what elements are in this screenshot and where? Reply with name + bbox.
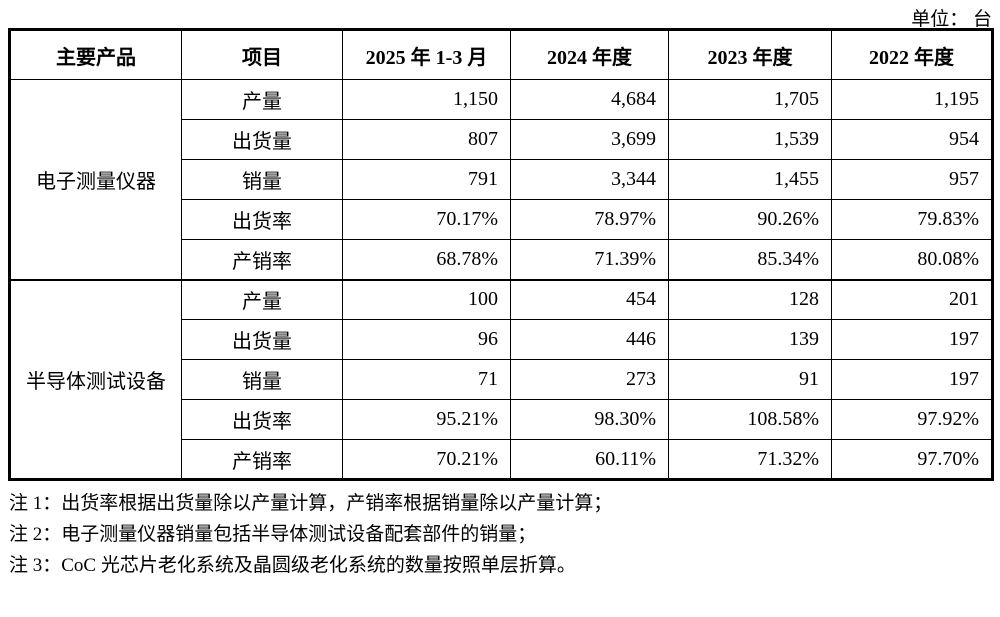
value-cell: 80.08%: [831, 239, 993, 280]
value-cell: 95.21%: [342, 399, 511, 440]
header-2022: 2022 年度: [831, 29, 993, 80]
group-semiconductor-test: 半导体测试设备 产量 100 454 128 201 出货量 96 446 13…: [9, 278, 993, 480]
value-cell: 85.34%: [668, 239, 832, 280]
item-cell: 产量: [181, 79, 343, 120]
value-cell: 446: [510, 319, 669, 360]
table-row: 产销率 68.78% 71.39% 85.34% 80.08%: [10, 239, 993, 280]
value-cell: 807: [342, 119, 511, 160]
item-cell: 出货率: [181, 399, 343, 440]
table-row: 出货率 70.17% 78.97% 90.26% 79.83%: [10, 199, 993, 240]
value-cell: 71.39%: [510, 239, 669, 280]
value-cell: 454: [510, 278, 669, 320]
item-cell: 销量: [181, 159, 343, 200]
header-2024: 2024 年度: [510, 29, 669, 80]
header-2023: 2023 年度: [668, 29, 832, 80]
header-2025q1: 2025 年 1-3 月: [342, 29, 511, 80]
item-cell: 产销率: [181, 439, 343, 480]
value-cell: 97.92%: [831, 399, 993, 440]
item-cell: 产量: [181, 278, 343, 320]
footnote-3: 注 3：CoC 光芯片老化系统及晶圆级老化系统的数量按照单层折算。: [9, 555, 576, 576]
production-sales-table: 主要产品 项目 2025 年 1-3 月 2024 年度 2023 年度 202…: [8, 28, 994, 481]
value-cell: 1,705: [668, 79, 832, 120]
value-cell: 70.21%: [342, 439, 511, 480]
value-cell: 68.78%: [342, 239, 511, 280]
group-electronic-measurement: 电子测量仪器 产量 1,150 4,684 1,705 1,195 出货量 80…: [9, 79, 993, 280]
table-row: 出货量 807 3,699 1,539 954: [10, 119, 993, 160]
value-cell: 139: [668, 319, 832, 360]
value-cell: 90.26%: [668, 199, 832, 240]
item-cell: 销量: [181, 359, 343, 400]
product-name-cell: 电子测量仪器: [9, 79, 182, 280]
table-header: 主要产品 项目 2025 年 1-3 月 2024 年度 2023 年度 202…: [9, 29, 993, 80]
value-cell: 70.17%: [342, 199, 511, 240]
table-row: 出货量 96 446 139 197: [10, 319, 993, 360]
value-cell: 1,150: [342, 79, 511, 120]
header-item: 项目: [181, 29, 343, 80]
footnote-2: 注 2：电子测量仪器销量包括半导体测试设备配套部件的销量；: [9, 524, 537, 545]
value-cell: 954: [831, 119, 993, 160]
value-cell: 98.30%: [510, 399, 669, 440]
value-cell: 108.58%: [668, 399, 832, 440]
value-cell: 71.32%: [668, 439, 832, 480]
table-row: 半导体测试设备 产量 100 454 128 201: [9, 278, 993, 480]
item-cell: 出货率: [181, 199, 343, 240]
table-row: 销量 71 273 91 197: [10, 359, 993, 400]
value-cell: 91: [668, 359, 832, 400]
value-cell: 79.83%: [831, 199, 993, 240]
value-cell: 791: [342, 159, 511, 200]
value-cell: 957: [831, 159, 993, 200]
value-cell: 3,344: [510, 159, 669, 200]
value-cell: 1,455: [668, 159, 832, 200]
value-cell: 197: [831, 359, 993, 400]
table-row: 产销率 70.21% 60.11% 71.32% 97.70%: [10, 439, 993, 480]
value-cell: 96: [342, 319, 511, 360]
value-cell: 197: [831, 319, 993, 360]
value-cell: 273: [510, 359, 669, 400]
value-cell: 1,195: [831, 79, 993, 120]
value-cell: 78.97%: [510, 199, 669, 240]
unit-label: 单位： 台: [911, 9, 992, 30]
header-main-product: 主要产品: [9, 29, 182, 80]
footnote-1: 注 1：出货率根据出货量除以产量计算，产销率根据销量除以产量计算；: [9, 493, 613, 514]
value-cell: 60.11%: [510, 439, 669, 480]
table-row: 电子测量仪器 产量 1,150 4,684 1,705 1,195: [9, 79, 993, 280]
item-cell: 出货量: [181, 319, 343, 360]
item-cell: 产销率: [181, 239, 343, 280]
value-cell: 97.70%: [831, 439, 993, 480]
value-cell: 4,684: [510, 79, 669, 120]
header-row: 主要产品 项目 2025 年 1-3 月 2024 年度 2023 年度 202…: [9, 29, 993, 80]
value-cell: 71: [342, 359, 511, 400]
item-cell: 出货量: [181, 119, 343, 160]
footnotes: 注 1：出货率根据出货量除以产量计算，产销率根据销量除以产量计算； 注 2：电子…: [9, 488, 1000, 581]
product-name-cell: 半导体测试设备: [9, 278, 182, 480]
value-cell: 100: [342, 278, 511, 320]
table-row: 销量 791 3,344 1,455 957: [10, 159, 993, 200]
value-cell: 201: [831, 278, 993, 320]
value-cell: 1,539: [668, 119, 832, 160]
value-cell: 3,699: [510, 119, 669, 160]
value-cell: 128: [668, 278, 832, 320]
